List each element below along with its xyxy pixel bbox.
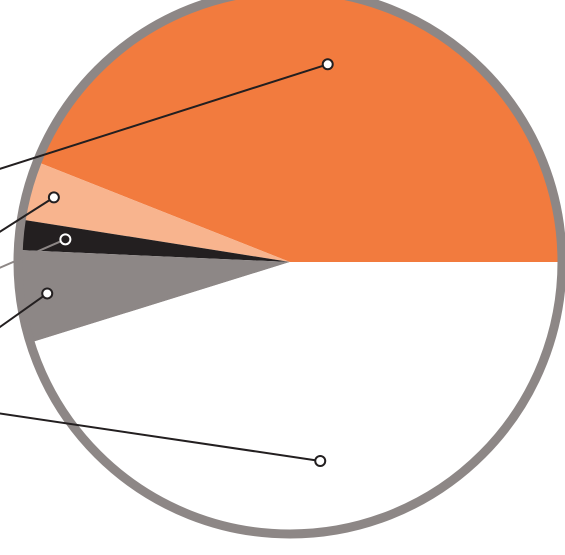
pie-slices (17, 0, 562, 534)
leader-marker-5 (314, 454, 327, 467)
leader-line-3 (0, 238, 66, 269)
leader-marker-1 (321, 58, 334, 71)
pie-outer-ring (13, 0, 565, 539)
leader-line-1 (0, 63, 329, 170)
pie-slice-2 (21, 161, 290, 262)
pie-slice-5 (30, 262, 562, 534)
leader-line-5 (0, 412, 321, 462)
pie-slice-3 (18, 219, 291, 262)
leader-lines (0, 58, 334, 467)
leader-marker-4 (41, 287, 54, 300)
pie-slice-1 (37, 0, 562, 262)
pie-slice-4 (17, 250, 290, 343)
leader-line-2 (0, 196, 55, 233)
leader-marker-3 (59, 233, 72, 246)
leader-marker-2 (47, 191, 60, 204)
leader-line-4 (0, 292, 48, 329)
